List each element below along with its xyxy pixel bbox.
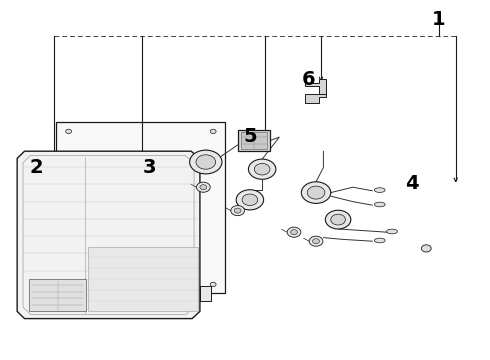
- Polygon shape: [305, 94, 326, 103]
- Text: 5: 5: [243, 127, 257, 146]
- Circle shape: [231, 206, 245, 216]
- Circle shape: [236, 190, 264, 210]
- Circle shape: [234, 208, 241, 213]
- Text: 6: 6: [302, 70, 316, 89]
- Polygon shape: [17, 151, 200, 319]
- Circle shape: [210, 282, 216, 287]
- Text: 3: 3: [143, 158, 156, 177]
- Circle shape: [325, 210, 351, 229]
- Circle shape: [196, 182, 210, 192]
- Bar: [241, 132, 267, 149]
- Bar: [29, 279, 86, 311]
- Circle shape: [200, 185, 207, 190]
- Circle shape: [301, 182, 331, 203]
- Circle shape: [242, 194, 258, 206]
- Circle shape: [421, 245, 431, 252]
- Circle shape: [66, 129, 72, 134]
- Text: 2: 2: [30, 158, 44, 177]
- Bar: [56, 122, 225, 293]
- Bar: [238, 130, 270, 151]
- Ellipse shape: [374, 202, 385, 207]
- Text: 1: 1: [432, 10, 445, 29]
- Ellipse shape: [387, 229, 397, 234]
- Bar: [88, 247, 198, 311]
- Ellipse shape: [374, 238, 385, 243]
- Circle shape: [313, 239, 319, 244]
- Circle shape: [331, 214, 345, 225]
- Circle shape: [254, 163, 270, 175]
- Polygon shape: [200, 286, 211, 301]
- Text: 4: 4: [405, 174, 418, 193]
- Circle shape: [291, 230, 297, 235]
- Circle shape: [309, 236, 323, 246]
- Polygon shape: [305, 79, 326, 94]
- Circle shape: [287, 227, 301, 237]
- Ellipse shape: [374, 188, 385, 192]
- Circle shape: [66, 282, 72, 287]
- Circle shape: [190, 150, 222, 174]
- Circle shape: [196, 155, 216, 169]
- Circle shape: [248, 159, 276, 179]
- Circle shape: [210, 129, 216, 134]
- Circle shape: [307, 186, 325, 199]
